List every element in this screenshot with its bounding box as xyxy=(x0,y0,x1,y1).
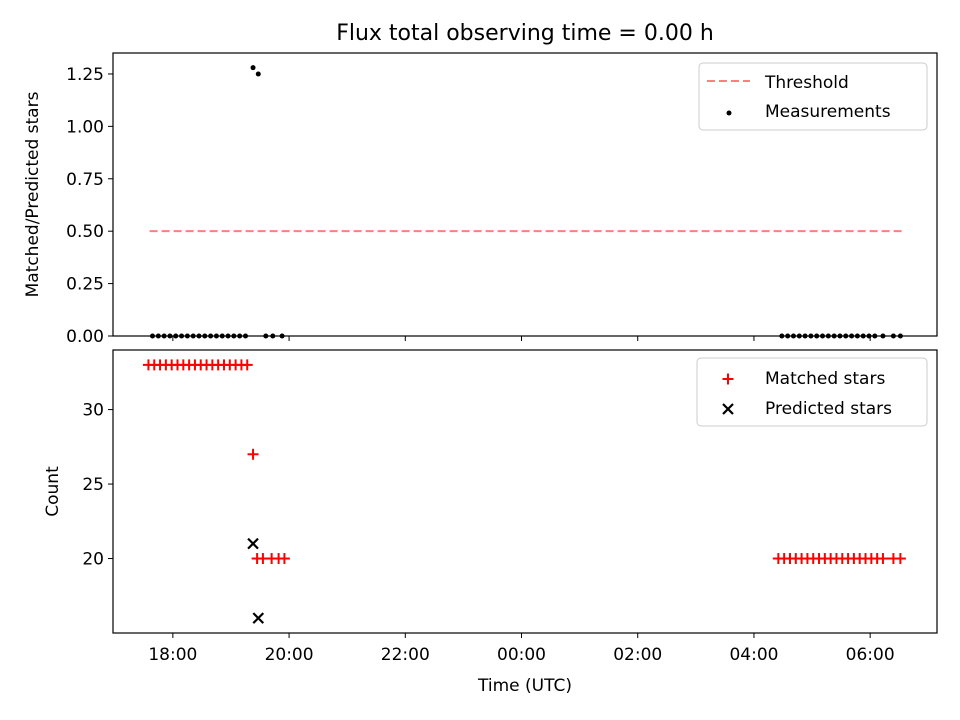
top-legend: Threshold Measurements xyxy=(698,62,928,131)
stars-layer xyxy=(142,359,906,624)
y-tick-label: 25 xyxy=(82,475,104,495)
y-tick-label: 30 xyxy=(82,401,104,421)
matched-star-point xyxy=(241,359,253,371)
legend-measurements-label: Measurements xyxy=(765,102,891,122)
x-tick-label: 06:00 xyxy=(846,645,895,665)
top-x-ticks xyxy=(172,336,871,341)
y-tick-label: 1.00 xyxy=(66,117,104,137)
top-panel: 0.00 0.25 0.50 0.75 1.00 1.25 Matched/Predict… xyxy=(23,52,938,347)
bottom-y-ticks: 20 25 30 xyxy=(82,401,113,570)
matched-star-point xyxy=(894,553,906,565)
matched-star-point xyxy=(247,448,259,460)
x-tick-label: 22:00 xyxy=(381,645,430,665)
legend-matched-label: Matched stars xyxy=(765,369,885,389)
legend-plus-glyph xyxy=(722,373,734,385)
matched-star-point xyxy=(877,553,889,565)
x-tick-label: 18:00 xyxy=(148,645,197,665)
bottom-axes-frame xyxy=(112,349,938,634)
y-tick-label: 0.75 xyxy=(66,170,104,190)
top-y-axis-label: Matched/Predicted stars xyxy=(23,91,43,297)
predicted-star-point xyxy=(247,537,259,550)
x-tick-label: 04:00 xyxy=(729,645,778,665)
y-tick-label: 20 xyxy=(82,550,104,570)
top-legend-box xyxy=(698,62,928,131)
legend-x-glyph xyxy=(722,403,734,415)
legend-matched-marker xyxy=(722,373,734,385)
chart-title: Flux total observing time = 0.00 h xyxy=(336,21,714,46)
y-tick-label: 0.25 xyxy=(66,275,104,295)
top-axes-frame xyxy=(112,52,938,337)
x-tick-label: 02:00 xyxy=(613,645,662,665)
top-y-ticks: 0.00 0.25 0.50 0.75 1.00 1.25 xyxy=(66,65,113,347)
y-tick-label: 0.00 xyxy=(66,327,104,347)
matched-star-point xyxy=(278,553,290,565)
x-tick-label: 20:00 xyxy=(265,645,314,665)
y-tick-label: 1.25 xyxy=(66,65,104,85)
bottom-legend-box xyxy=(696,357,928,427)
x-axis-label: Time (UTC) xyxy=(477,676,572,696)
y-tick-label: 0.50 xyxy=(66,222,104,242)
legend-predicted-label: Predicted stars xyxy=(765,399,892,419)
bottom-panel: 20 25 30 18:00 20:00 22:00 00:00 02:00 04:00 06:… xyxy=(43,349,938,696)
measurement-point xyxy=(255,71,261,77)
x-tick-label: 00:00 xyxy=(497,645,546,665)
bottom-legend: Matched stars Predicted stars xyxy=(696,357,928,427)
bottom-x-ticks: 18:00 20:00 22:00 00:00 02:00 04:00 06:00 xyxy=(148,633,895,665)
legend-predicted-marker xyxy=(722,403,734,415)
bottom-y-axis-label: Count xyxy=(43,466,63,517)
legend-threshold-label: Threshold xyxy=(764,73,849,93)
predicted-star-point xyxy=(252,612,265,624)
legend-measurements-marker xyxy=(726,110,732,116)
measurement-point xyxy=(250,65,256,71)
